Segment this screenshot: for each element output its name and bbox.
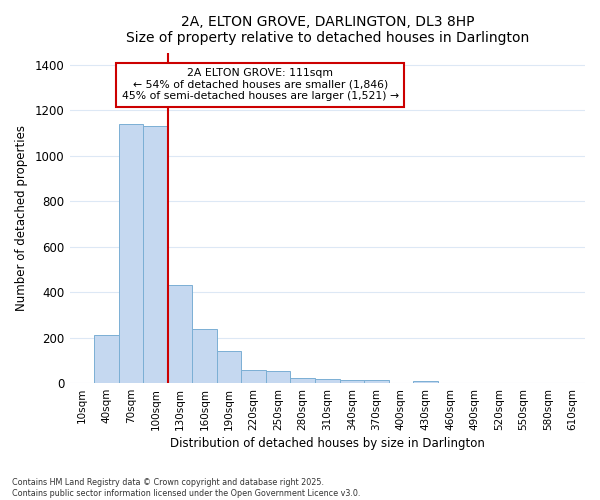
Text: 2A ELTON GROVE: 111sqm
← 54% of detached houses are smaller (1,846)
45% of semi-: 2A ELTON GROVE: 111sqm ← 54% of detached… [122, 68, 399, 102]
Bar [217, 352, 241, 383]
X-axis label: Distribution of detached houses by size in Darlington: Distribution of detached houses by size … [170, 437, 485, 450]
Bar [290, 378, 315, 383]
Bar [340, 380, 364, 383]
Bar [119, 124, 143, 383]
Bar [168, 286, 192, 383]
Text: Contains HM Land Registry data © Crown copyright and database right 2025.
Contai: Contains HM Land Registry data © Crown c… [12, 478, 361, 498]
Bar [413, 381, 438, 383]
Bar [192, 328, 217, 383]
Title: 2A, ELTON GROVE, DARLINGTON, DL3 8HP
Size of property relative to detached house: 2A, ELTON GROVE, DARLINGTON, DL3 8HP Siz… [125, 15, 529, 45]
Bar [266, 370, 290, 383]
Bar [315, 378, 340, 383]
Bar [94, 336, 119, 383]
Bar [364, 380, 389, 383]
Bar [143, 126, 168, 383]
Y-axis label: Number of detached properties: Number of detached properties [15, 126, 28, 312]
Bar [241, 370, 266, 383]
